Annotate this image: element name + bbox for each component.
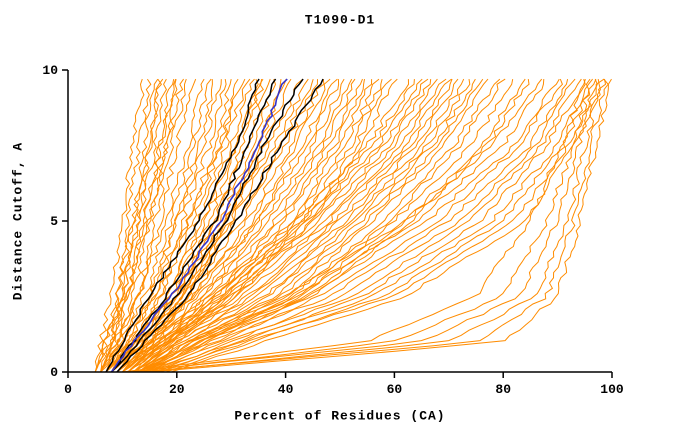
orange-curve <box>133 79 471 373</box>
orange-curve <box>144 79 601 373</box>
orange-curve <box>138 79 545 373</box>
orange-curve <box>133 78 398 373</box>
orange-curve <box>122 79 415 373</box>
x-tick-label: 20 <box>169 382 185 397</box>
orange-curve <box>116 78 331 373</box>
orange-curve <box>105 78 212 373</box>
orange-curve <box>143 79 530 373</box>
orange-curve <box>138 78 609 373</box>
orange-curve <box>138 78 569 373</box>
orange-curve <box>144 78 582 373</box>
orange-curve <box>105 78 232 373</box>
orange-curve <box>133 78 447 373</box>
orange-curve <box>100 78 175 373</box>
model-black-4 <box>116 78 324 373</box>
orange-curve <box>105 79 222 373</box>
orange-curve <box>149 78 612 373</box>
orange-curve <box>116 79 410 373</box>
orange-curve <box>94 78 145 373</box>
model-black-3 <box>110 78 304 373</box>
x-tick-label: 100 <box>600 382 624 397</box>
model-blue <box>110 78 288 373</box>
orange-curve <box>154 78 605 373</box>
orange-curve <box>100 78 205 373</box>
orange-curve <box>143 78 560 373</box>
orange-curve <box>143 79 514 373</box>
orange-curve <box>116 78 353 373</box>
orange-curve <box>133 78 543 373</box>
orange-curve <box>132 79 432 373</box>
orange-curve <box>127 79 373 373</box>
orange-curve <box>105 78 177 373</box>
x-tick-label: 40 <box>278 382 294 397</box>
orange-curve <box>94 78 178 373</box>
x-axis-label: Percent of Residues (CA) <box>234 408 446 424</box>
orange-curve <box>127 78 423 373</box>
orange-curve <box>138 78 501 373</box>
orange-curve <box>105 78 197 373</box>
orange-curve <box>111 79 340 373</box>
orange-curve <box>122 78 586 373</box>
orange-curve <box>133 78 591 373</box>
orange-curve <box>122 79 325 373</box>
orange-curve <box>116 78 264 373</box>
orange-curve <box>127 78 363 373</box>
orange-curve <box>94 78 167 373</box>
orange-curve <box>149 78 593 373</box>
y-tick-label: 10 <box>42 63 58 78</box>
orange-curve <box>122 79 365 373</box>
orange-curve <box>138 78 484 373</box>
orange-curve <box>100 78 164 373</box>
x-tick-label: 80 <box>495 382 511 397</box>
chart-title: T1090-D1 <box>304 12 376 28</box>
orange-curve <box>138 78 465 373</box>
y-tick-label: 0 <box>50 365 58 380</box>
orange-curve <box>100 78 163 373</box>
orange-curve <box>116 78 251 373</box>
orange-curve <box>171 79 607 373</box>
orange-curve <box>100 78 246 373</box>
model-black-2 <box>110 78 277 373</box>
orange-curve <box>127 78 452 373</box>
orange-curve <box>127 78 598 373</box>
x-tick-label: 60 <box>387 382 403 397</box>
orange-curve <box>127 78 438 373</box>
orange-curve <box>116 78 314 373</box>
orange-curve <box>111 78 259 373</box>
orange-curve <box>100 78 185 373</box>
orange-curve <box>149 78 526 373</box>
orange-curve <box>122 78 338 373</box>
orange-curve <box>105 78 255 373</box>
orange-curve <box>149 78 563 373</box>
x-tick-label: 0 <box>64 382 72 397</box>
orange-curve <box>122 78 429 373</box>
orange-curve <box>133 78 459 373</box>
model-black-1 <box>105 78 260 373</box>
y-tick-label: 5 <box>50 214 58 229</box>
orange-curve <box>105 78 187 373</box>
